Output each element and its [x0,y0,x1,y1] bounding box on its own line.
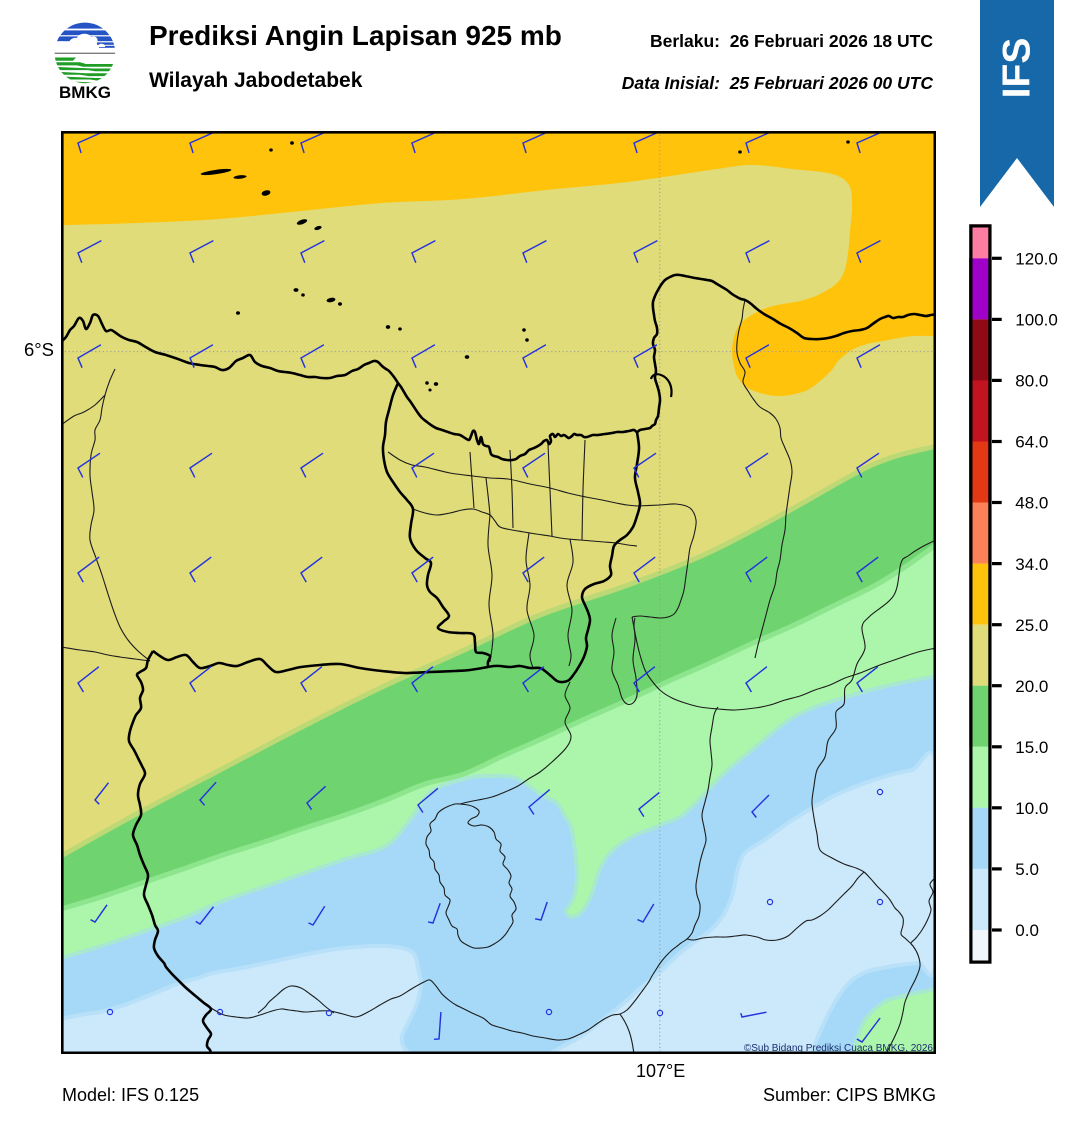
svg-text:120.0: 120.0 [1015,250,1058,269]
svg-text:100.0: 100.0 [1015,311,1058,330]
svg-text:64.0: 64.0 [1015,433,1048,452]
svg-text:©Sub Bidang Prediksi Cuaca BMK: ©Sub Bidang Prediksi Cuaca BMKG, 2026 [744,1043,934,1054]
svg-text:15.0: 15.0 [1015,738,1048,757]
svg-text:10.0: 10.0 [1015,799,1048,818]
svg-text:IFS: IFS [996,38,1039,99]
svg-text:25.0: 25.0 [1015,616,1048,635]
svg-text:5.0: 5.0 [1015,860,1039,879]
svg-text:0.0: 0.0 [1015,921,1039,940]
svg-text:20.0: 20.0 [1015,677,1048,696]
svg-text:80.0: 80.0 [1015,372,1048,391]
svg-text:34.0: 34.0 [1015,555,1048,574]
svg-text:BMKG: BMKG [59,83,111,102]
svg-text:48.0: 48.0 [1015,494,1048,513]
